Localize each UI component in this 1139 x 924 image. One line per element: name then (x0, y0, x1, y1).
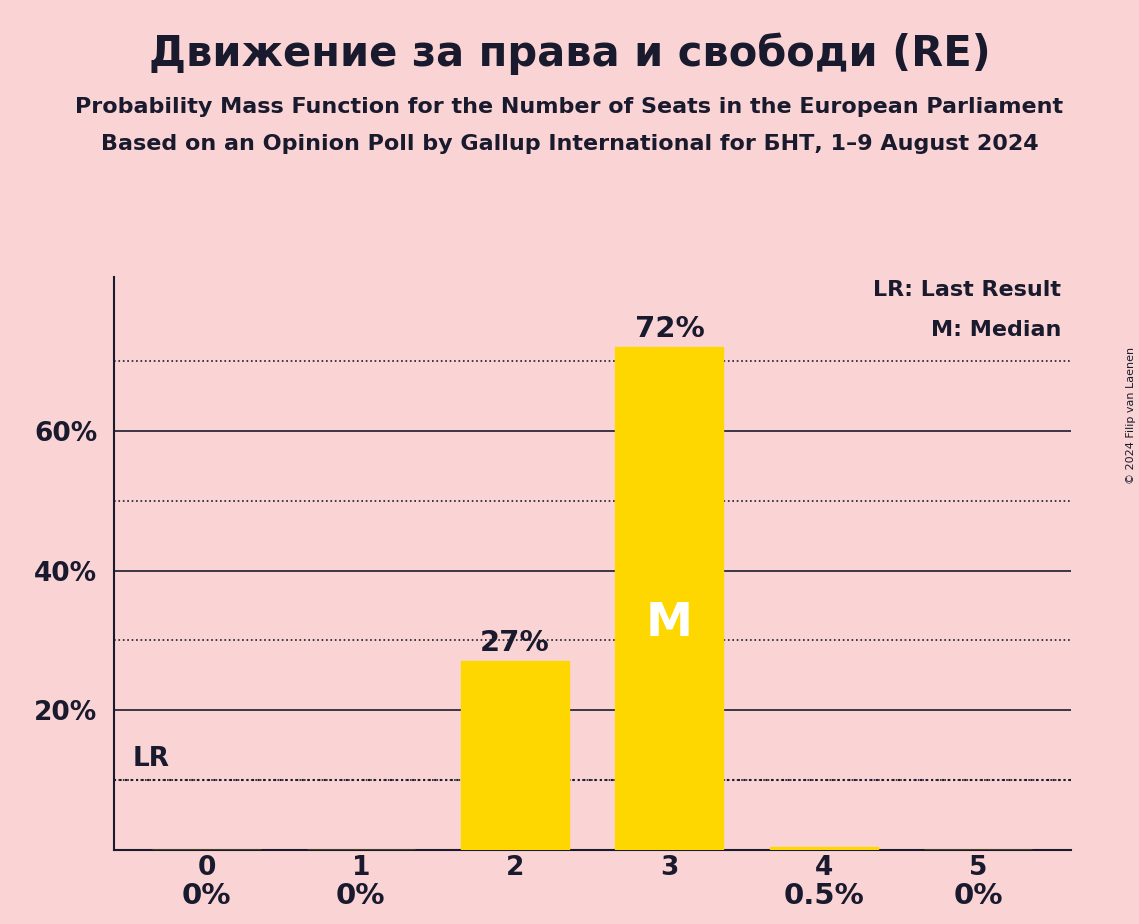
Text: © 2024 Filip van Laenen: © 2024 Filip van Laenen (1126, 347, 1136, 484)
Text: LR: LR (132, 746, 170, 772)
Text: M: M (646, 602, 693, 646)
Bar (770, 846, 878, 850)
Text: 72%: 72% (634, 315, 704, 343)
Text: M: Median: M: Median (931, 321, 1062, 340)
Text: 0%: 0% (182, 881, 231, 909)
Text: LR: Last Result: LR: Last Result (874, 280, 1062, 300)
Text: Based on an Opinion Poll by Gallup International for БНТ, 1–9 August 2024: Based on an Opinion Poll by Gallup Inter… (100, 134, 1039, 154)
Text: 0.5%: 0.5% (784, 881, 865, 909)
Text: 0%: 0% (336, 881, 386, 909)
Text: Движение за права и свободи (RE): Движение за права и свободи (RE) (148, 32, 991, 75)
Text: Probability Mass Function for the Number of Seats in the European Parliament: Probability Mass Function for the Number… (75, 97, 1064, 117)
Bar (615, 347, 723, 850)
Text: 0%: 0% (953, 881, 1002, 909)
Bar (461, 662, 570, 850)
Text: 27%: 27% (481, 629, 550, 657)
